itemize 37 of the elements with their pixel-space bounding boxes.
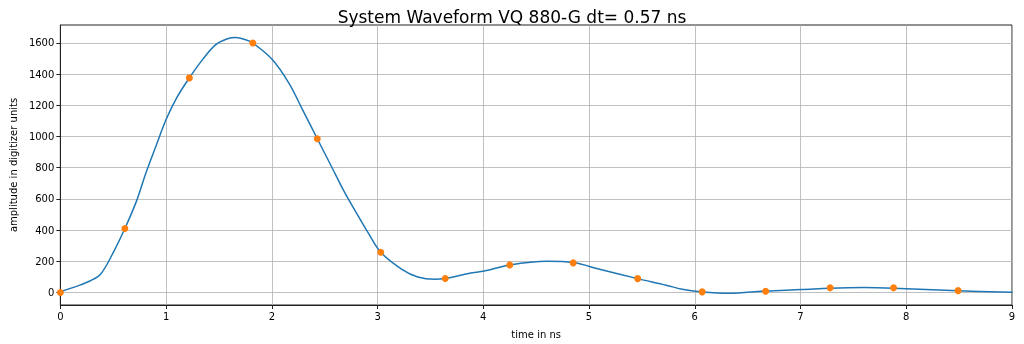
y-tick-label: 1400 xyxy=(28,68,55,80)
point xyxy=(56,289,64,297)
x-tick-label: 0 xyxy=(57,310,64,322)
y-tick-label: 1000 xyxy=(28,131,55,143)
point xyxy=(121,225,129,233)
x-tick-label: 3 xyxy=(374,310,381,322)
point xyxy=(954,287,962,295)
point xyxy=(698,288,706,296)
point xyxy=(890,284,898,292)
x-tick-label: 7 xyxy=(797,310,804,322)
x-tick-label: 1 xyxy=(162,310,170,322)
x-tick-label: 8 xyxy=(903,310,910,322)
y-axis-title: amplitude in digitizer units xyxy=(7,97,19,233)
chart-title: System Waveform VQ 880-G dt= 0.57 ns xyxy=(337,6,687,27)
point xyxy=(441,274,449,282)
point xyxy=(313,135,321,143)
y-tick-label: 1600 xyxy=(28,37,55,49)
point xyxy=(185,74,193,82)
x-tick-label: 9 xyxy=(1008,310,1016,322)
point xyxy=(826,284,834,292)
point xyxy=(506,261,514,269)
point xyxy=(569,259,577,267)
y-tick-label: 1200 xyxy=(28,99,55,111)
y-tick-label: 200 xyxy=(35,255,55,267)
x-tick-label: 5 xyxy=(585,310,593,322)
point xyxy=(249,39,257,47)
x-axis-title: time in ns xyxy=(511,328,561,340)
point xyxy=(762,287,770,295)
y-tick-label: 0 xyxy=(47,287,55,299)
x-tick-label: 2 xyxy=(268,310,276,322)
x-tick-label: 4 xyxy=(480,310,487,322)
point xyxy=(634,275,642,283)
y-tick-label: 800 xyxy=(35,162,55,174)
x-tick-label: 6 xyxy=(691,310,698,322)
point xyxy=(377,248,385,256)
y-tick-label: 600 xyxy=(35,193,55,205)
y-tick-label: 400 xyxy=(35,224,55,236)
